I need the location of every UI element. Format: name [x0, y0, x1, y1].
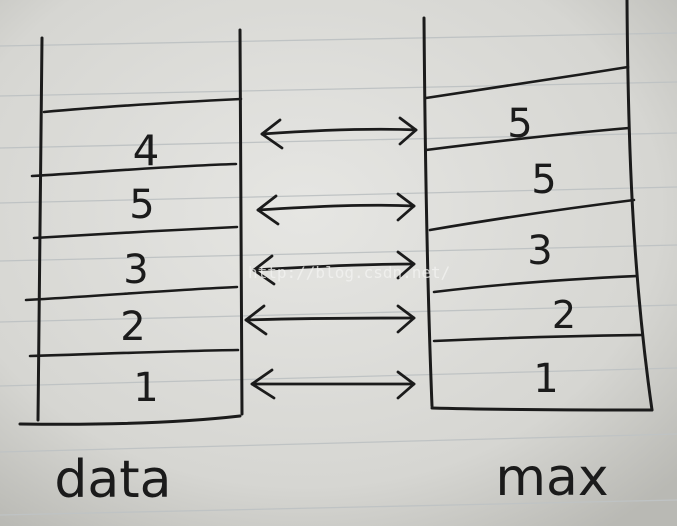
- data-cell-1: 4: [133, 126, 160, 175]
- data-stack-right-wall: [238, 28, 244, 416]
- max-stack-left-wall: [422, 16, 434, 408]
- max-cell-2: 5: [531, 157, 556, 203]
- max-stack-divider-3: [428, 198, 636, 232]
- max-stack-divider-1: [424, 65, 630, 100]
- max-stack-label: max: [495, 448, 608, 508]
- data-stack-divider-1: [42, 97, 243, 114]
- correspondence-arrows: [244, 116, 418, 400]
- paper-ruling: [0, 32, 677, 516]
- max-cell-5: 1: [533, 356, 558, 402]
- data-stack-left-wall: [36, 36, 44, 422]
- arrow-row-3: [252, 250, 416, 286]
- max-stack-bottom: [430, 406, 654, 412]
- max-stack-divider-4: [432, 274, 639, 294]
- data-stack: 4 5 3 2 1 data: [18, 28, 244, 510]
- data-cell-4: 2: [120, 304, 145, 350]
- max-stack-divider-2: [424, 126, 631, 152]
- data-stack-divider-2: [30, 162, 238, 178]
- data-cell-5: 1: [133, 365, 158, 411]
- max-cell-1: 5: [507, 101, 532, 147]
- max-stack-right-wall: [625, 0, 654, 412]
- data-stack-divider-4: [24, 285, 239, 302]
- arrow-row-4: [244, 304, 416, 336]
- max-stack: 5 5 3 2 1 max: [422, 0, 654, 508]
- data-stack-bottom: [18, 414, 242, 426]
- max-cell-4: 2: [552, 293, 576, 337]
- arrow-row-2: [256, 192, 416, 226]
- data-stack-label: data: [54, 450, 171, 510]
- data-cell-2: 5: [129, 182, 154, 228]
- data-stack-divider-3: [32, 225, 239, 240]
- data-stack-divider-5: [28, 348, 240, 358]
- data-cell-3: 3: [123, 247, 148, 293]
- max-cell-3: 3: [527, 228, 552, 274]
- watermark: http://blog.csdn.net/: [248, 263, 450, 282]
- max-stack-divider-5: [432, 333, 644, 343]
- arrow-row-5: [250, 368, 416, 400]
- arrow-row-1: [260, 116, 418, 150]
